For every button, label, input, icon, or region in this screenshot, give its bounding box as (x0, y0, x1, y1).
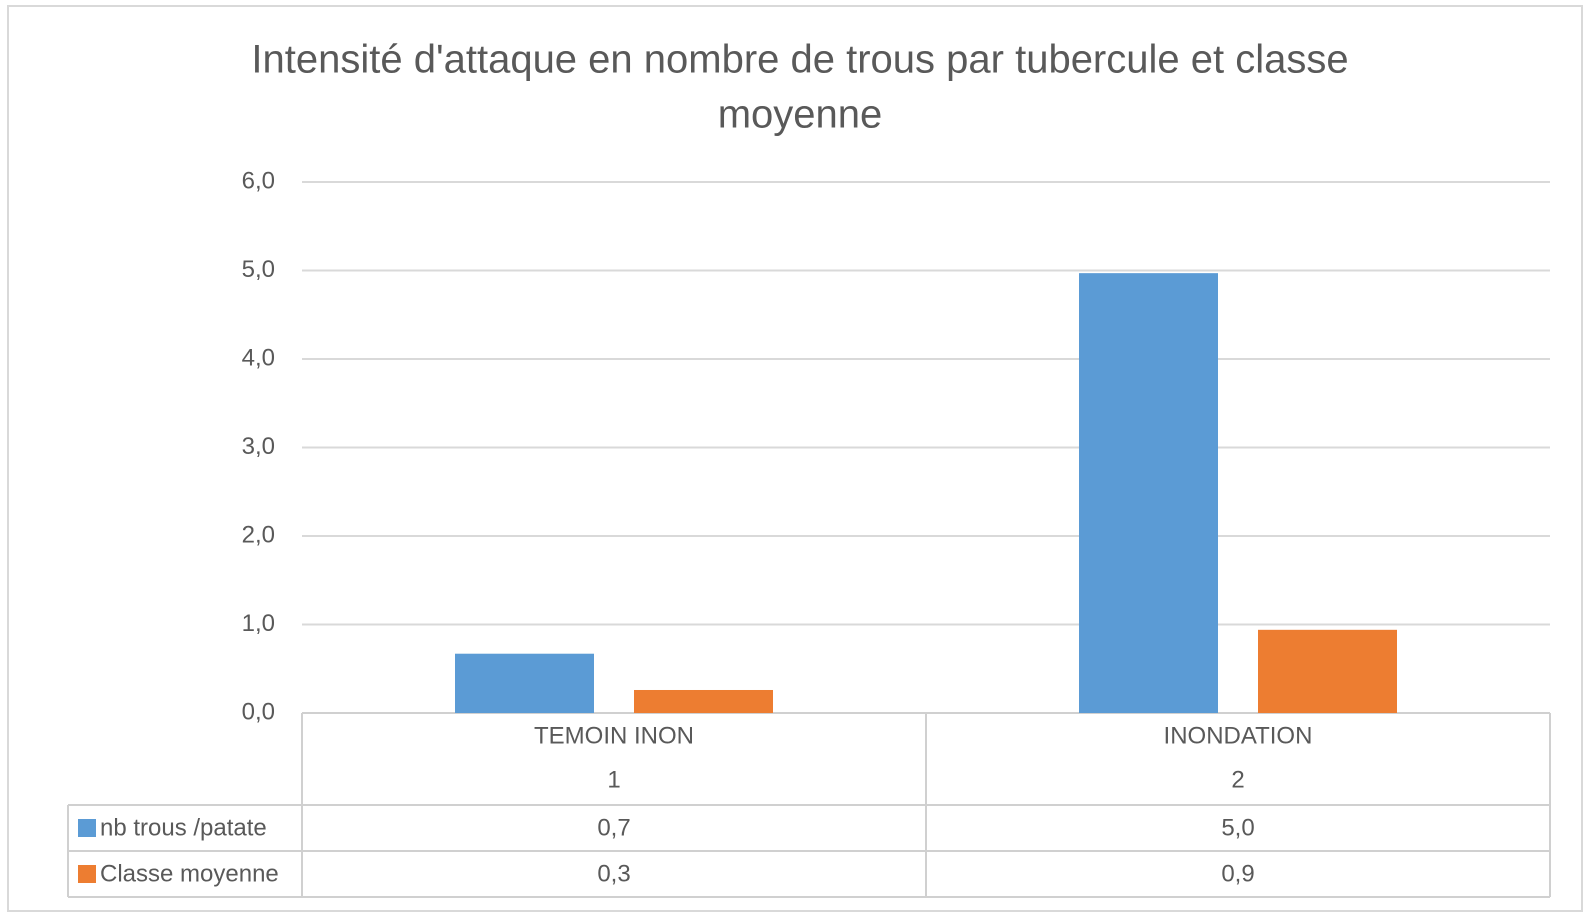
y-tick-label: 0,0 (242, 698, 275, 725)
chart-border (7, 5, 1583, 912)
x-tick-label: INONDATION (1164, 722, 1313, 749)
bar (455, 653, 594, 713)
legend-key (78, 865, 96, 883)
y-tick-label: 1,0 (242, 610, 275, 637)
table-value: 0,9 (1221, 860, 1254, 887)
table-value: 0,3 (597, 860, 630, 887)
y-tick-label: 5,0 (242, 256, 275, 283)
legend-label: Classe moyenne (100, 860, 279, 887)
legend-label: nb trous /patate (100, 814, 267, 841)
bar (1079, 273, 1218, 713)
chart-title-line2: moyenne (718, 93, 883, 137)
chart-title: Intensité d'attaque en nombre de trous p… (251, 38, 1348, 82)
y-tick-label: 6,0 (242, 167, 275, 194)
bar (1258, 629, 1397, 713)
x-tick-sublabel: 1 (607, 766, 620, 793)
y-tick-label: 2,0 (242, 521, 275, 548)
y-tick-label: 3,0 (242, 433, 275, 460)
y-tick-label: 4,0 (242, 344, 275, 371)
x-tick-label: TEMOIN INON (534, 722, 694, 749)
table-value: 5,0 (1221, 814, 1254, 841)
table-value: 0,7 (597, 814, 630, 841)
bar (634, 689, 773, 713)
x-tick-sublabel: 2 (1231, 766, 1244, 793)
legend-key (78, 819, 96, 837)
